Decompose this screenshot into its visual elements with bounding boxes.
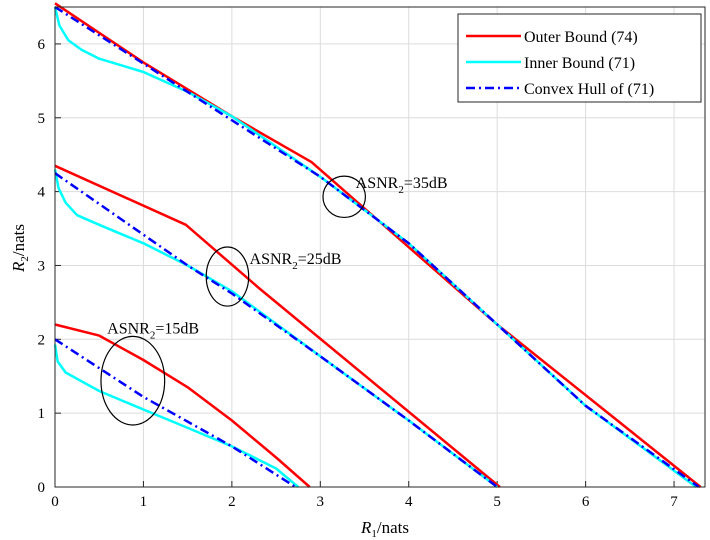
plot-frame xyxy=(54,6,706,488)
x-axis: 0 1 2 3 4 5 6 7 xyxy=(51,481,678,510)
annotation-main: ASNR xyxy=(250,251,293,268)
annotation-suffix: =35dB xyxy=(404,175,448,192)
x-tick-label: 3 xyxy=(317,494,325,510)
x-tick-label: 0 xyxy=(51,494,59,510)
annotation-sub: 2 xyxy=(398,184,404,196)
x-tick-label: 1 xyxy=(140,494,148,510)
series-line-outer-bound xyxy=(54,323,311,488)
series-line-inner-bound xyxy=(53,344,300,488)
y-tick-label: 0 xyxy=(38,480,46,496)
y-tick-label: 5 xyxy=(38,111,46,127)
series-line-convex-hull xyxy=(54,5,700,489)
y-axis-label: R2/nats xyxy=(9,224,31,273)
annotation-ellipse xyxy=(205,246,250,307)
x-tick-label: 7 xyxy=(670,494,678,510)
y-axis-label-sub: 2 xyxy=(19,256,31,262)
legend-label-outer-bound: Outer Bound (74) xyxy=(524,29,638,46)
annotation-suffix: =25dB xyxy=(298,251,342,268)
y-tick-label: 1 xyxy=(38,406,46,422)
y-axis-label-main: R xyxy=(9,261,28,273)
x-tick-label: 6 xyxy=(582,494,590,510)
y-tick-label: 2 xyxy=(38,332,46,348)
y-tick-label: 3 xyxy=(38,258,46,274)
y-tick-label: 4 xyxy=(38,185,46,201)
series-line-inner-bound xyxy=(53,169,498,488)
series-line-outer-bound xyxy=(54,2,702,488)
legend-label-convex-hull: Convex Hull of (71) xyxy=(524,81,654,98)
x-axis-label: R1/nats xyxy=(360,518,409,540)
x-tick-label: 5 xyxy=(493,494,501,510)
x-axis-label-unit: /nats xyxy=(377,518,409,537)
annotation-label: ASNR2=25dB xyxy=(250,251,342,272)
annotation-label: ASNR2=15dB xyxy=(107,320,199,341)
y-tick-label: 6 xyxy=(38,37,46,53)
y-axis-label-unit: /nats xyxy=(9,224,28,256)
annotation-sub: 2 xyxy=(292,260,298,272)
annotation-sub: 2 xyxy=(150,329,156,341)
series-line-convex-hull xyxy=(54,172,498,488)
x-axis-label-sub: 1 xyxy=(371,528,377,540)
annotation-suffix: =15dB xyxy=(155,320,199,337)
series-line-convex-hull xyxy=(54,338,297,489)
x-axis-label-main: R xyxy=(360,518,372,537)
annotation-ellipse xyxy=(100,335,166,426)
series-line-outer-bound xyxy=(54,164,501,488)
x-tick-label: 2 xyxy=(228,494,236,510)
annotation-ellipse xyxy=(322,175,367,219)
plot-series xyxy=(53,2,702,489)
legend: Outer Bound (74) Inner Bound (71) Convex… xyxy=(457,13,702,103)
legend-label-inner-bound: Inner Bound (71) xyxy=(524,55,635,72)
annotation-main: ASNR xyxy=(107,320,150,337)
x-tick-label: 4 xyxy=(405,494,413,510)
annotation-main: ASNR xyxy=(356,175,399,192)
annotation-label: ASNR2=35dB xyxy=(356,175,448,196)
